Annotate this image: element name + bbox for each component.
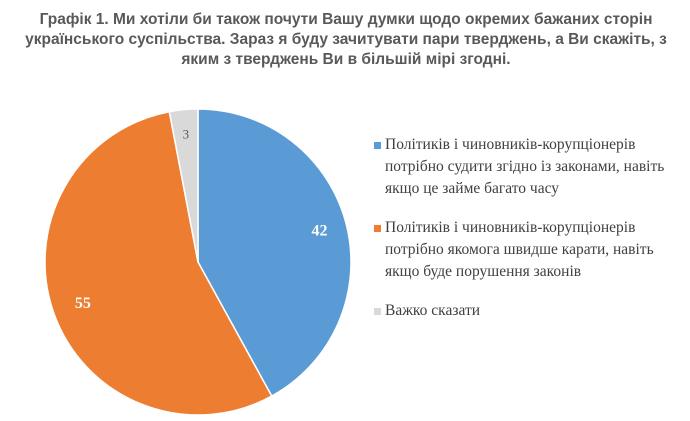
- pie-label-punish: 55: [75, 295, 91, 312]
- pie-slice-hard-to-say: [168, 108, 199, 263]
- legend-label-hard-to-say: Важко сказати: [385, 302, 481, 319]
- legend-label-punish: Політиків і чиновників-корупціонерів пот…: [385, 219, 654, 280]
- legend-item-hard-to-say: Важко сказати: [374, 300, 686, 322]
- legend-label-court: Політиків і чиновників-корупціонерів пот…: [385, 136, 665, 197]
- pie-slice-punish: [44, 110, 273, 416]
- legend-swatch-punish: [374, 225, 381, 232]
- legend-swatch-hard-to-say: [374, 308, 381, 315]
- legend-swatch-court: [374, 142, 381, 149]
- pie-label-court: 42: [312, 222, 328, 239]
- legend-item-court: Політиків і чиновників-корупціонерів пот…: [374, 134, 686, 200]
- pie-label-hard-to-say: 3: [183, 127, 190, 142]
- pie-slice-court: [197, 108, 352, 398]
- chart-title: Графік 1. Ми хотіли би також почути Вашу…: [25, 11, 667, 68]
- legend-item-punish: Політиків і чиновників-корупціонерів пот…: [374, 217, 686, 283]
- legend: Політиків і чиновників-корупціонерів пот…: [374, 134, 686, 339]
